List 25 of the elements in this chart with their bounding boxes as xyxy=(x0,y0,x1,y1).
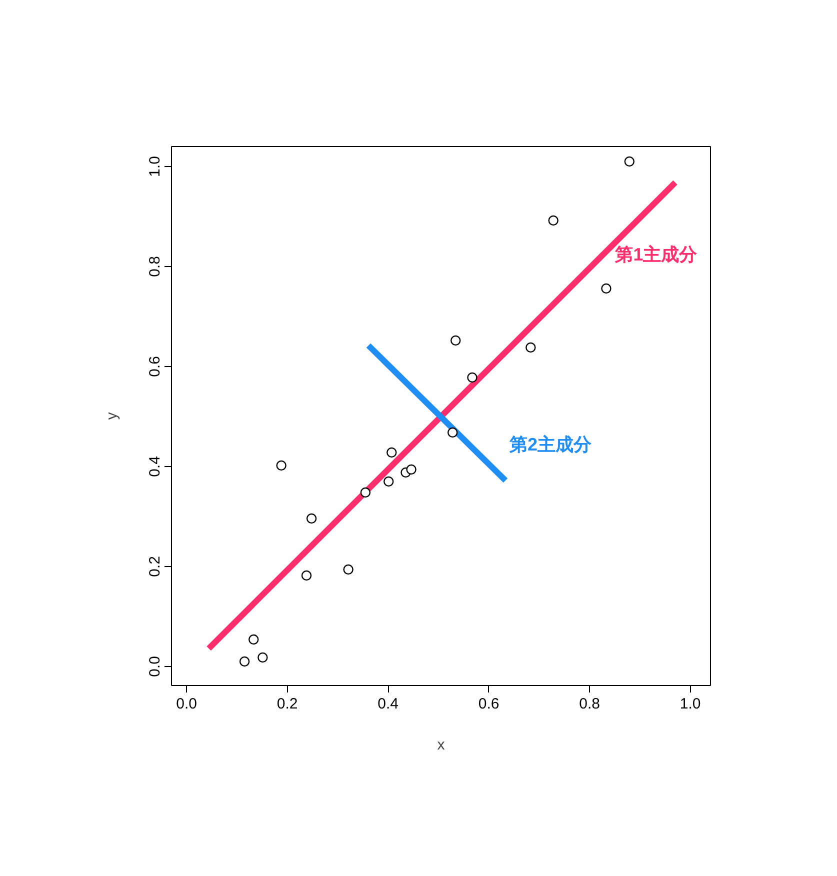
x-tick-label: 0.0 xyxy=(176,696,198,712)
point xyxy=(450,335,461,346)
point xyxy=(248,634,259,645)
y-tick-label: 0.6 xyxy=(146,356,164,377)
y-tick-label: 0.0 xyxy=(146,656,164,677)
x-tick-label: 0.2 xyxy=(276,696,298,712)
x-tick-label: 0.6 xyxy=(478,696,500,712)
point xyxy=(384,476,394,487)
point xyxy=(624,156,634,167)
x-axis-title: x xyxy=(437,736,446,754)
point xyxy=(386,447,397,458)
x-tick-label: 0.4 xyxy=(378,696,399,712)
y-tick-label: 0.4 xyxy=(146,456,164,477)
point xyxy=(467,372,478,383)
point xyxy=(406,464,416,475)
y-tick-label: 0.2 xyxy=(146,556,164,577)
point xyxy=(447,427,458,438)
point xyxy=(360,487,371,498)
annotation: 第2主成分 xyxy=(508,434,592,454)
annotation: 第1主成分 xyxy=(614,244,698,264)
y-axis-title: y xyxy=(104,412,120,420)
y-tick-label: 0.8 xyxy=(146,256,164,277)
x-tick-label: 0.8 xyxy=(579,696,600,712)
x-tick-label: 1.0 xyxy=(680,696,701,712)
y-tick-label: 1.0 xyxy=(146,156,164,177)
